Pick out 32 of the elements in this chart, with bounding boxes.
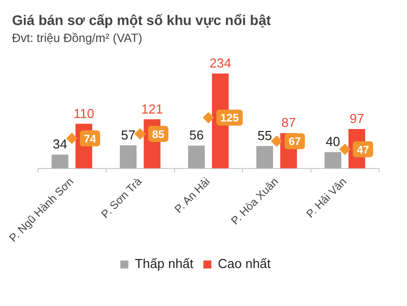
- data-label: 125: [220, 112, 239, 125]
- data-label: 87: [281, 115, 296, 130]
- point: [339, 144, 350, 155]
- point: [134, 128, 146, 140]
- data-label: 234: [209, 56, 232, 71]
- legend-label: Cao nhất: [218, 256, 272, 272]
- point: [202, 112, 214, 124]
- x-tick-label: P. Hải Vân: [304, 176, 350, 220]
- point: [66, 132, 78, 144]
- data-label: 57: [120, 127, 136, 142]
- data-label: 55: [257, 128, 272, 144]
- x-tick-label: P. An Hải: [172, 176, 213, 216]
- point: [271, 136, 282, 147]
- x-tick-label: P. Sơn Trà: [99, 175, 146, 221]
- bar: [256, 146, 274, 168]
- data-label: 74: [84, 133, 98, 146]
- bar: [188, 146, 205, 168]
- data-label: 34: [52, 136, 68, 152]
- data-label: 85: [152, 128, 164, 141]
- chart-subtitle: Đvt: triệu Đồng/m² (VAT): [11, 31, 144, 45]
- bar: [52, 154, 68, 168]
- legend-label: Thấp nhất: [134, 256, 194, 272]
- data-label: 110: [73, 106, 94, 121]
- data-label: 97: [350, 111, 364, 126]
- bar: [324, 152, 342, 168]
- data-label: 47: [356, 144, 370, 156]
- bar: [120, 145, 137, 168]
- data-label: 121: [141, 101, 163, 116]
- data-label: 56: [189, 128, 204, 143]
- chart-title: Giá bán sơ cấp một số khu vực nổi bật: [11, 12, 272, 28]
- data-label: 40: [326, 134, 340, 150]
- data-label: 67: [288, 136, 301, 148]
